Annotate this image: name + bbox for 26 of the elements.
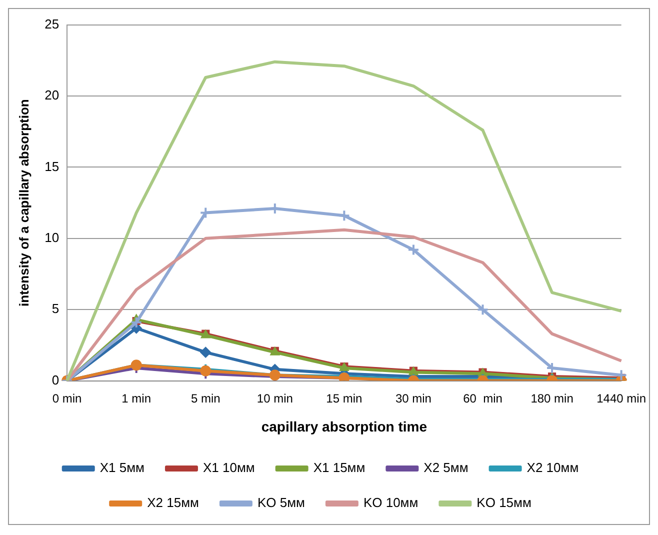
y-tick-label: 0 — [52, 372, 60, 388]
y-axis-title: intensity of a capillary absorption — [16, 99, 32, 306]
legend-label: KO 5мм — [257, 495, 306, 510]
y-tick-label: 5 — [52, 301, 60, 316]
x-tick-label: 1 min — [122, 391, 152, 406]
legend-label: KO 15мм — [476, 495, 532, 510]
x-tick-label: 5 min — [190, 391, 220, 406]
legend-label: X1 10мм — [202, 460, 255, 476]
x-tick-label: 30 min — [395, 391, 432, 406]
legend-label: X1 5мм — [100, 460, 145, 476]
x-tick-label: 0 min — [52, 391, 82, 406]
x-axis-title: capillary absorption time — [261, 418, 428, 434]
y-tick-label: 25 — [44, 16, 60, 32]
legend-label: X1 15мм — [313, 460, 366, 476]
y-tick-label: 15 — [44, 158, 60, 174]
legend-label: X2 15мм — [147, 495, 200, 510]
x-tick-label: 15 min — [326, 391, 362, 406]
x-tick-label: 10 min — [256, 391, 293, 406]
legend-label: X2 5мм — [424, 460, 468, 476]
legend-label: KO 10мм — [363, 495, 418, 510]
legend-label: X2 10мм — [526, 460, 579, 476]
x-tick-label: 180 min — [530, 391, 574, 406]
x-tick-label: 60 min — [463, 391, 502, 406]
y-tick-label: 20 — [44, 88, 60, 103]
x-tick-label: 1440 min — [596, 391, 646, 406]
y-tick-label: 10 — [44, 230, 60, 245]
